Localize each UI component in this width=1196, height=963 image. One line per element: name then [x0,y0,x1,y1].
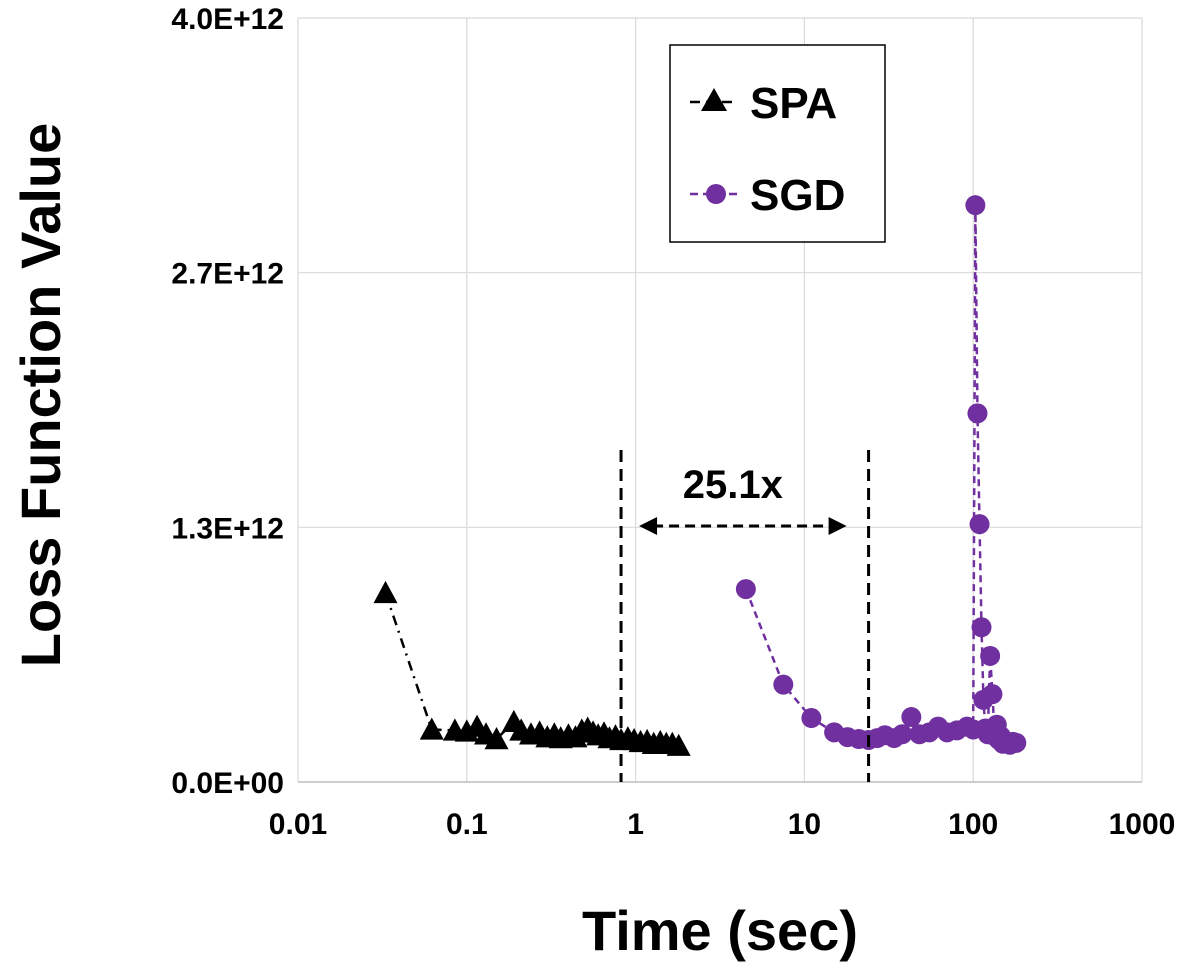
x-tick-label: 1 [627,808,644,841]
x-tick-label: 10 [788,808,821,841]
speedup-arrow-left-head [639,517,658,535]
data-point-sgd [982,684,1003,705]
data-point-sgd [967,403,988,424]
legend-box [669,44,886,243]
x-tick-label: 1000 [1109,808,1176,841]
data-point-spa [666,733,691,756]
legend: SPA SGD [669,44,886,243]
legend-sgd-circle-marker [706,184,726,204]
x-tick-label: 100 [948,808,998,841]
series-spa [373,580,691,756]
y-axis-title: Loss Function Value [9,123,72,668]
data-point-sgd [735,579,756,600]
x-tick-label: 0.1 [446,808,488,841]
data-point-spa [373,580,398,604]
y-tick-label: 4.0E+12 [171,3,284,36]
data-point-sgd [801,708,822,729]
x-tick-label: 0.01 [269,808,327,841]
data-point-sgd [969,514,990,535]
legend-spa-triangle-marker [701,88,727,111]
speedup-arrow-right-head [828,517,847,535]
legend-spa-label: SPA [750,79,837,128]
data-point-spa [484,727,509,750]
data-point-sgd [980,645,1001,666]
data-point-sgd [1006,732,1027,753]
data-point-spa [419,717,444,740]
tick-labels: 0.01 0.1 1 10 100 1000 0.0E+00 1.3E+12 2.7E+12 4.… [171,3,1175,841]
series-line-sgd [744,205,1017,747]
speedup-label: 25.1x [683,463,783,507]
y-tick-label: 2.7E+12 [171,258,284,291]
legend-sgd-label: SGD [750,171,845,220]
y-tick-label: 1.3E+12 [171,512,284,545]
data-point-sgd [965,195,986,216]
data-point-sgd [901,707,922,728]
x-axis-title: Time (sec) [582,899,858,962]
y-tick-label: 0.0E+00 [171,767,284,800]
data-point-sgd [971,617,992,638]
data-point-sgd [773,674,794,695]
grid-lines [297,17,1143,783]
legend-entry-sgd: SGD [690,171,845,220]
legend-entry-spa: SPA [690,79,837,128]
annotation-layer: 25.1x [619,450,871,782]
data-point-sgd [892,724,913,745]
